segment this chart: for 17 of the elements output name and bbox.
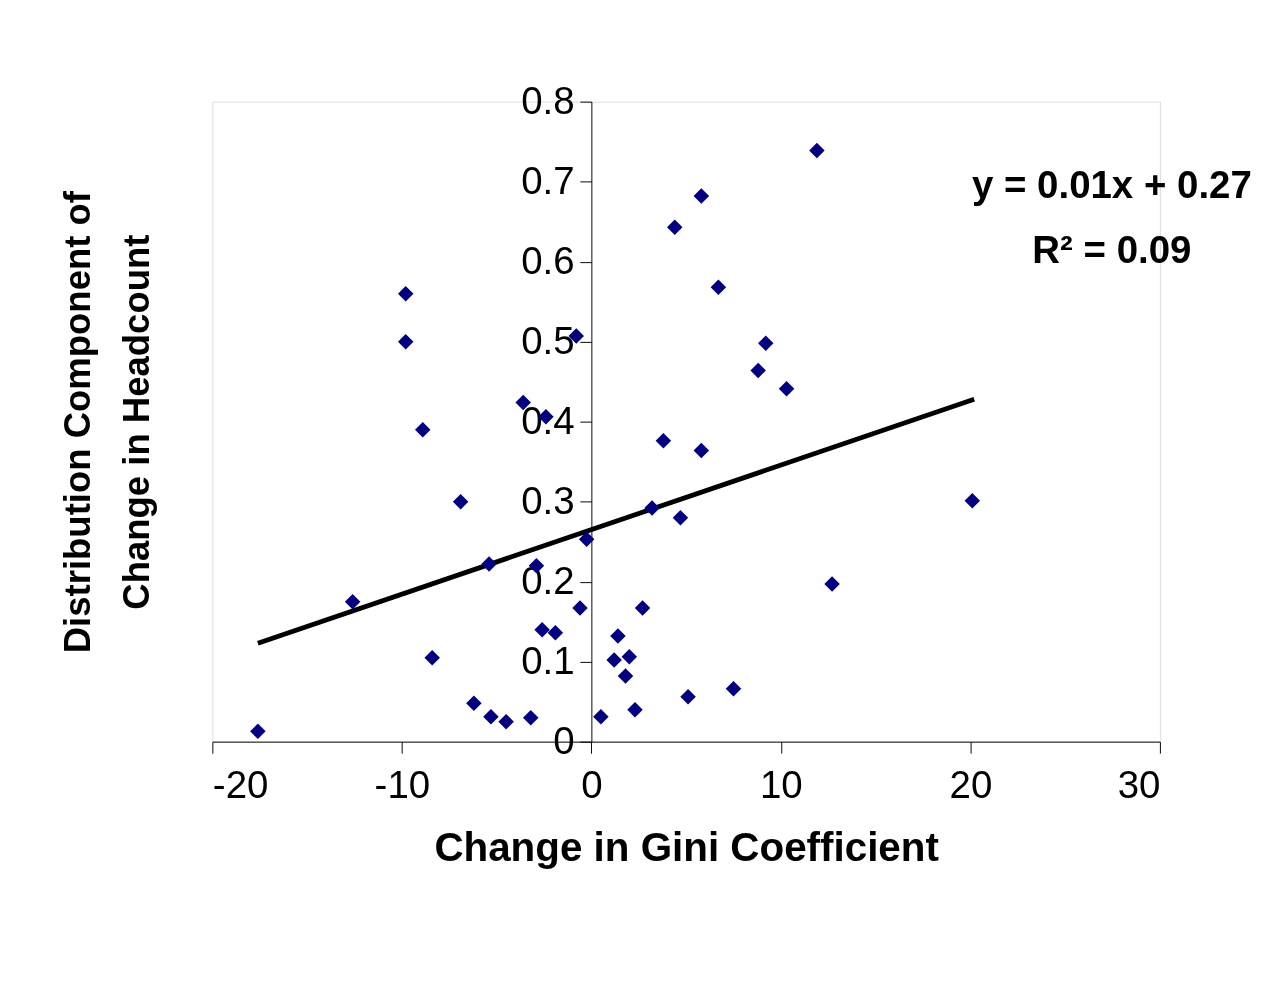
y-tick-label: 0.7 (521, 158, 575, 202)
annotation: R² = 0.09 (1032, 228, 1192, 272)
x-tick-label: -10 (374, 762, 431, 806)
x-tick-label: -20 (212, 762, 269, 806)
y-tick-label: 0.5 (521, 318, 575, 362)
x-tick-label: 20 (949, 762, 993, 806)
y-tick-label: 0.8 (521, 78, 575, 122)
x-tick-label: 10 (760, 762, 803, 806)
y-tick-label: 0.1 (521, 638, 575, 682)
y-tick-label: 0.4 (521, 398, 575, 442)
annotation: y = 0.01x + 0.27 (971, 162, 1252, 206)
x-axis-title: Change in Gini Coefficient (434, 824, 939, 871)
x-tick-label: 30 (1117, 762, 1161, 806)
y-axis-title: Distribution Component of Change in Headcount (56, 190, 158, 654)
y-tick-label: 0.6 (521, 238, 575, 282)
y-tick-label: 0.3 (521, 478, 575, 522)
x-tick-label: 0 (581, 762, 603, 806)
